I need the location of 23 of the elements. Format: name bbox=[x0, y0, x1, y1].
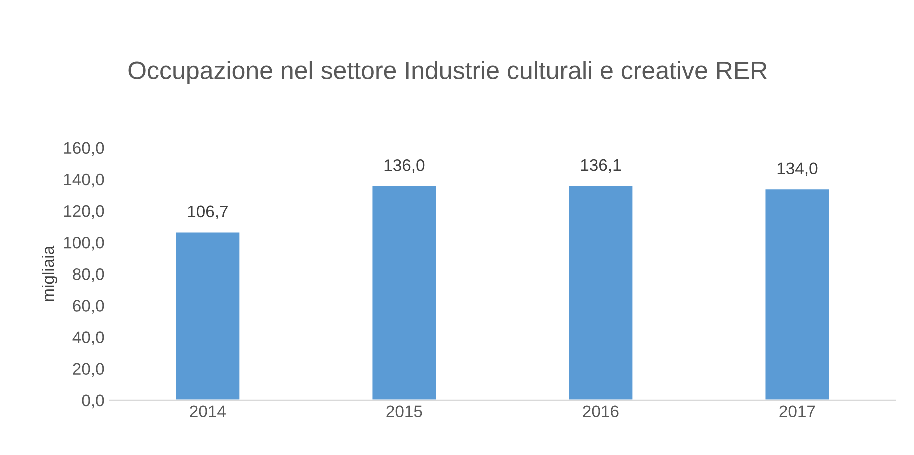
data-label: 106,7 bbox=[188, 206, 228, 220]
bar bbox=[568, 184, 634, 400]
y-tick-label: 140,0 bbox=[64, 174, 104, 188]
y-tick-label: 0,0 bbox=[82, 394, 104, 409]
y-tick-label: 100,0 bbox=[64, 236, 104, 251]
chart-title: Occupazione nel settore Industrie culturali e creative RER bbox=[128, 61, 768, 84]
x-tick-label: 2014 bbox=[190, 406, 226, 418]
x-tick-label: 2015 bbox=[386, 406, 422, 418]
bar bbox=[371, 185, 438, 400]
y-tick-label: 80,0 bbox=[73, 268, 104, 282]
y-tick-label: 160,0 bbox=[64, 142, 104, 156]
x-tick-label: 2016 bbox=[583, 406, 619, 418]
y-tick-label: 40,0 bbox=[72, 332, 104, 346]
bar bbox=[764, 188, 831, 400]
y-tick-label: 120,0 bbox=[64, 205, 104, 220]
y-axis-title: migliaia bbox=[42, 246, 58, 302]
bar bbox=[174, 231, 242, 400]
y-tick-label: 60,0 bbox=[73, 300, 104, 314]
data-label: 136,0 bbox=[384, 160, 425, 174]
x-tick-label: 2017 bbox=[780, 406, 816, 418]
y-tick-label: 20,0 bbox=[73, 363, 104, 378]
data-label: 134,0 bbox=[778, 162, 818, 176]
data-label: 136,1 bbox=[581, 159, 621, 174]
